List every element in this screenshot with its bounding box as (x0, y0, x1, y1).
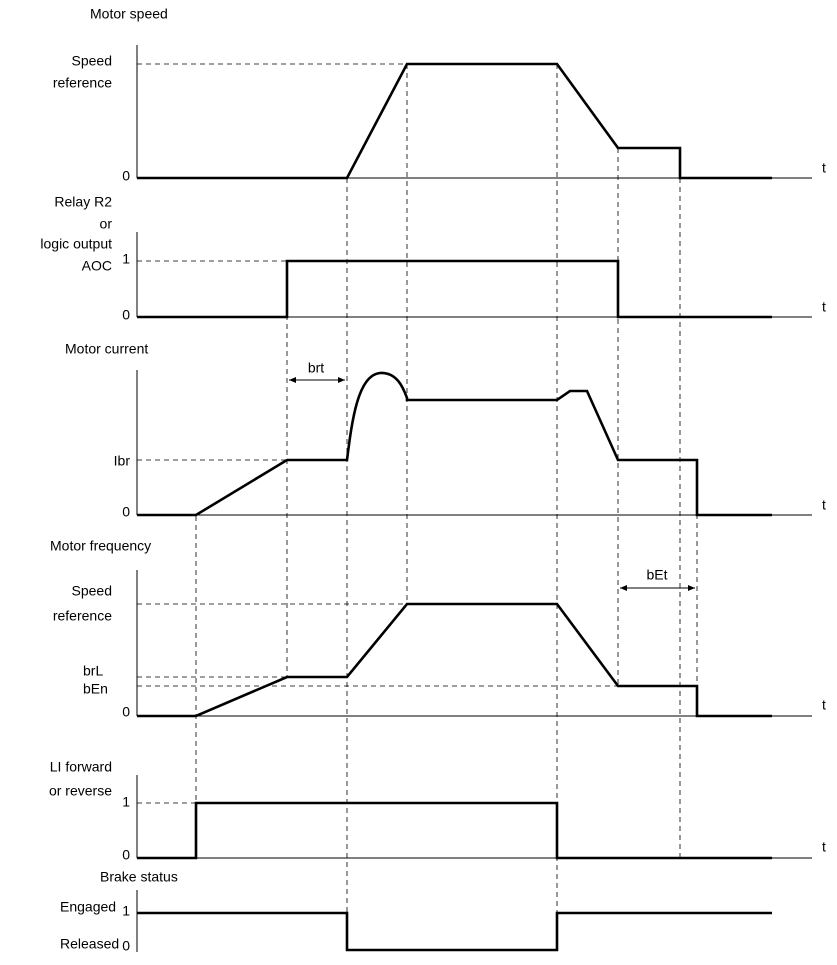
label: or (100, 216, 113, 232)
waveform (137, 801, 772, 860)
label: Ibr (114, 453, 131, 469)
panel-title: Motor speed (90, 6, 168, 22)
label: reference (53, 75, 112, 91)
panel-motor-current: Motor current Ibr 0 t brt (65, 341, 826, 520)
panel-title: Motor current (65, 341, 148, 357)
label: 0 (122, 504, 130, 520)
axis-label: t (822, 160, 826, 176)
label: Speed (72, 583, 112, 599)
panel-title: LI forward (50, 759, 112, 775)
waveform (137, 62, 772, 180)
waveform (137, 259, 772, 319)
label: 1 (122, 794, 130, 810)
label: bEn (83, 681, 108, 697)
label: 1 (122, 251, 130, 267)
label: 0 (122, 938, 130, 954)
label: logic output (40, 236, 112, 252)
label: 0 (122, 847, 130, 863)
label: Speed (72, 53, 112, 69)
panel-title: Brake status (100, 869, 178, 885)
label: brL (83, 663, 103, 679)
waveform (137, 371, 772, 517)
panel-relay: Relay R2 or logic output AOC 1 0 t (40, 194, 826, 323)
label: Engaged (60, 899, 116, 915)
axis-label: t (822, 839, 826, 855)
label: or reverse (49, 783, 112, 799)
guides (195, 64, 698, 950)
annotation: brt (308, 360, 324, 376)
panel-title: Motor frequency (50, 538, 151, 554)
label: 0 (122, 307, 130, 323)
axis-label: t (822, 497, 826, 513)
label: 0 (122, 168, 130, 184)
label: 0 (122, 704, 130, 720)
panel-motor-frequency: Motor frequency Speed reference brL bEn … (50, 538, 826, 720)
label: reference (53, 608, 112, 624)
axis-label: t (822, 299, 826, 315)
label: Released (60, 936, 119, 952)
waveform (137, 602, 772, 718)
panel-brake-status: Brake status Engaged 1 Released 0 (60, 869, 772, 954)
axis-label: t (822, 697, 826, 713)
label: AOC (82, 258, 112, 274)
annotation: bEt (646, 567, 667, 583)
panel-title: Relay R2 (54, 194, 112, 210)
label: 1 (122, 903, 130, 919)
panel-motor-speed: Motor speed Speed reference 0 t (53, 6, 826, 184)
waveform (137, 911, 772, 952)
panel-li-forward: LI forward or reverse 1 0 t (49, 759, 826, 863)
